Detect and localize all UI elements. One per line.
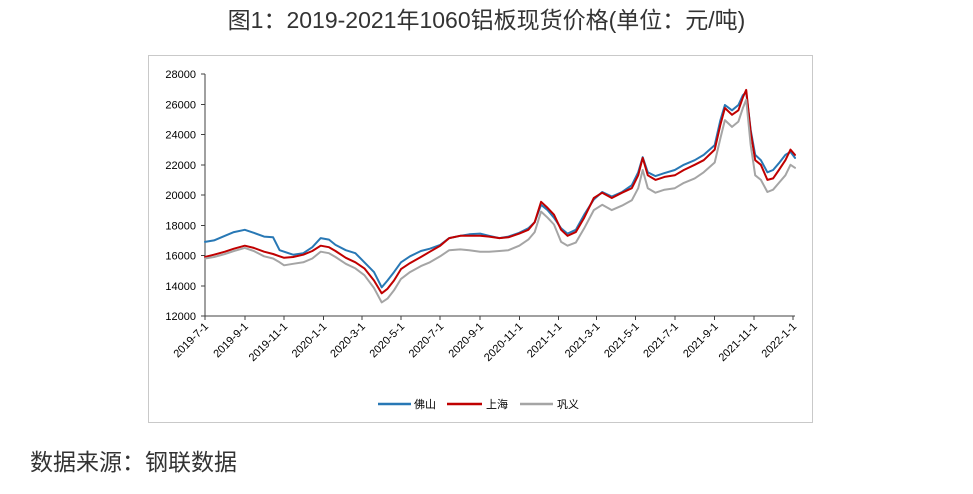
legend: 佛山 上海 巩义 <box>378 397 579 411</box>
chart-title: 图1：2019-2021年1060铝板现货价格(单位：元/吨) <box>227 7 746 33</box>
chart-frame <box>148 55 813 423</box>
data-source-note: 数据来源：钢联数据 <box>30 449 237 475</box>
plot-lines <box>204 88 796 304</box>
legend-item: 上海 <box>447 397 508 411</box>
y-tick-label: 12000 <box>165 311 196 323</box>
legend-label: 巩义 <box>557 398 579 411</box>
legend-item: 巩义 <box>520 398 579 411</box>
y-tick-label: 24000 <box>165 130 196 142</box>
legend-item: 佛山 <box>378 398 436 411</box>
y-tick-label: 28000 <box>165 69 196 81</box>
axes <box>201 73 795 320</box>
y-tick-label: 20000 <box>165 190 196 202</box>
legend-label: 佛山 <box>414 398 436 411</box>
y-axis-ticks: 12000 14000 16000 18000 20000 22000 24000 26000… <box>165 69 196 323</box>
y-tick-label: 26000 <box>165 99 196 111</box>
y-tick-label: 14000 <box>165 281 196 293</box>
y-tick-label: 22000 <box>165 160 196 172</box>
legend-label: 上海 <box>486 397 508 411</box>
series-line-3 <box>204 98 796 304</box>
series-line-2 <box>204 88 796 295</box>
y-tick-label: 16000 <box>165 251 196 263</box>
y-tick-label: 18000 <box>165 220 196 232</box>
